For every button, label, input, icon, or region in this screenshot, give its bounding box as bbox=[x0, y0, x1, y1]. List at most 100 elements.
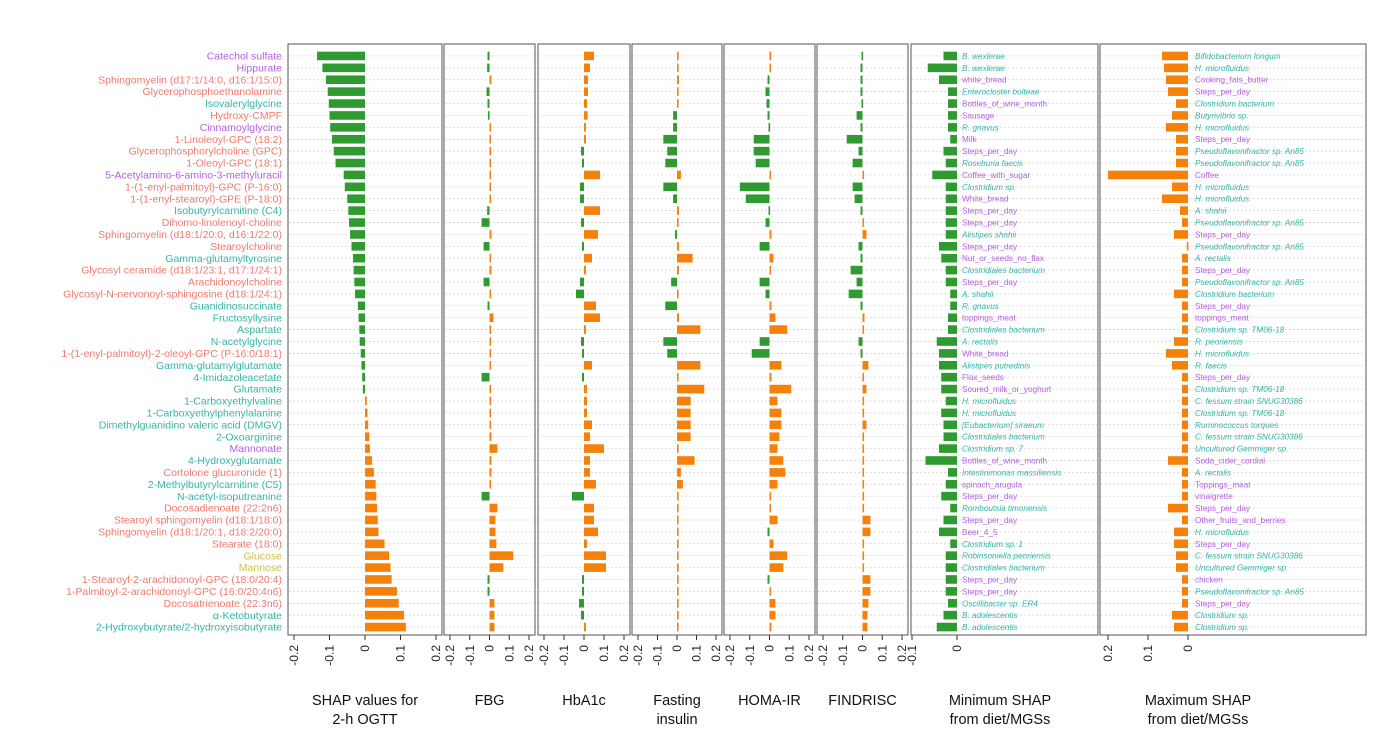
bar bbox=[489, 420, 492, 430]
bar bbox=[584, 134, 586, 144]
bar bbox=[858, 242, 863, 251]
bar bbox=[677, 432, 691, 441]
bar bbox=[584, 51, 594, 61]
bar bbox=[860, 123, 863, 132]
bar bbox=[580, 194, 584, 204]
bar-annotation: Pseudoflavonifractor sp. An85 bbox=[1195, 278, 1304, 287]
category-label: Catechol sulfate bbox=[207, 51, 282, 63]
bar bbox=[862, 432, 865, 441]
bar bbox=[489, 384, 492, 394]
bar-annotation: Alistipes putredinis bbox=[961, 361, 1030, 370]
bar bbox=[950, 503, 957, 513]
bar-annotation: Milk bbox=[962, 135, 977, 144]
bar bbox=[582, 158, 584, 168]
bar bbox=[677, 289, 679, 299]
bar bbox=[1182, 491, 1188, 501]
category-label: Mannose bbox=[239, 562, 282, 574]
bar bbox=[487, 206, 490, 215]
bar bbox=[945, 194, 957, 204]
bar bbox=[1176, 563, 1188, 572]
bar bbox=[769, 384, 792, 394]
bar bbox=[861, 51, 864, 61]
bar bbox=[945, 206, 957, 215]
bar bbox=[860, 63, 863, 73]
bar bbox=[673, 123, 677, 132]
panel-5: -0.2 -0.1 0 0.1 0.2 HOMA-IR bbox=[723, 43, 816, 709]
panel-title: Fasting bbox=[653, 693, 701, 709]
bar bbox=[769, 396, 778, 406]
panel-title: Maximum SHAP bbox=[1145, 693, 1251, 709]
bar bbox=[677, 75, 679, 85]
category-label: Stearoyl sphingomyelin (d18:1/18:0) bbox=[114, 515, 282, 527]
bar bbox=[677, 384, 705, 394]
bar bbox=[854, 194, 863, 204]
bar bbox=[1182, 432, 1188, 441]
bar bbox=[943, 146, 957, 156]
bar-annotation: Sausage bbox=[962, 111, 995, 120]
panel-title: 2-h OGTT bbox=[332, 712, 397, 728]
bar bbox=[487, 51, 490, 61]
panel-title: from diet/MGSs bbox=[950, 712, 1051, 728]
bar bbox=[677, 360, 701, 370]
bar bbox=[365, 420, 369, 430]
bar bbox=[351, 242, 365, 251]
bar bbox=[584, 622, 586, 632]
bar bbox=[365, 515, 378, 525]
bar-annotation: White_bread bbox=[962, 195, 1009, 204]
bar bbox=[1182, 265, 1188, 275]
bar-annotation: Uncultured Gemmiger sp. bbox=[1195, 564, 1288, 573]
bar bbox=[343, 170, 365, 180]
bar-annotation: Flax_seeds bbox=[962, 373, 1004, 382]
category-label: Docosadienoate (22:2n6) bbox=[164, 503, 282, 515]
bar bbox=[355, 289, 365, 299]
bar-annotation: spinach_arugula bbox=[962, 480, 1023, 489]
bar bbox=[769, 372, 772, 382]
bar bbox=[943, 610, 957, 620]
bar bbox=[862, 610, 868, 620]
bar bbox=[1174, 527, 1188, 537]
bar-annotation: Beer_4_5 bbox=[962, 528, 998, 537]
bar bbox=[365, 468, 374, 477]
bar bbox=[677, 420, 691, 430]
bar bbox=[677, 51, 679, 61]
bar bbox=[925, 456, 957, 465]
panel-title: Minimum SHAP bbox=[949, 693, 1051, 709]
bar bbox=[945, 218, 957, 227]
category-label: Glutamate bbox=[234, 384, 283, 396]
bar bbox=[769, 325, 788, 334]
bar bbox=[769, 491, 772, 501]
bar-annotation: B. adolescentis bbox=[962, 611, 1018, 620]
bar bbox=[489, 527, 496, 537]
category-label: Mannonate bbox=[229, 443, 282, 455]
bar-annotation: Steps_per_day bbox=[1195, 230, 1251, 239]
bar bbox=[945, 551, 957, 560]
bar bbox=[677, 527, 679, 537]
bar bbox=[941, 408, 957, 418]
bar-annotation: Steps_per_day bbox=[962, 587, 1018, 596]
bar bbox=[677, 503, 679, 513]
bar bbox=[936, 337, 957, 346]
bar bbox=[677, 468, 681, 477]
bar-annotation: C. fessum strain SNUG30386 bbox=[1195, 552, 1303, 561]
bar bbox=[1182, 372, 1188, 382]
bar-annotation: R. faecis bbox=[1195, 361, 1227, 370]
bar bbox=[677, 325, 701, 334]
bar bbox=[489, 182, 492, 192]
tick-label: 0 bbox=[950, 645, 964, 652]
bar bbox=[862, 587, 871, 596]
category-label: Isobutyrylcarnitine (C4) bbox=[174, 205, 282, 217]
bar bbox=[576, 289, 584, 299]
bar bbox=[939, 242, 957, 251]
bar bbox=[860, 253, 863, 263]
bar bbox=[365, 587, 397, 596]
panel-title: FINDRISC bbox=[828, 693, 896, 709]
bar-annotation: H. microfluidus bbox=[1195, 183, 1249, 192]
bar-annotation: C. fessum strain SNUG30386 bbox=[1195, 433, 1303, 442]
tick-label: -0.1 bbox=[323, 645, 337, 666]
bar bbox=[769, 420, 782, 430]
category-label: 1-(1-enyl-stearoyl)-GPE (P-18:0) bbox=[130, 193, 282, 205]
bar bbox=[677, 396, 691, 406]
bar bbox=[677, 87, 679, 96]
bar-annotation: A. rectalis bbox=[1194, 254, 1231, 263]
bar bbox=[584, 432, 590, 441]
